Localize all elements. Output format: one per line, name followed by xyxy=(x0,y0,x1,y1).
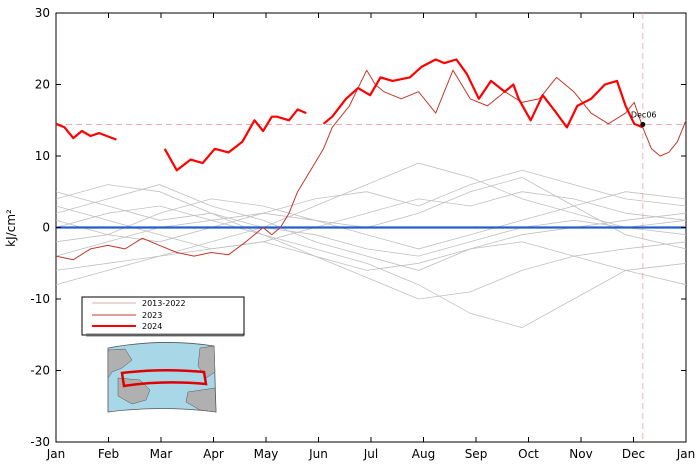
markers-group: Dec06 xyxy=(631,111,657,128)
series-line-2024 xyxy=(55,58,644,172)
y-axis-label: kJ/cm² xyxy=(4,209,18,247)
background-year-line xyxy=(55,184,687,286)
axes-group: -30 -20 -10 0 10 20 30 Jan Feb Mar Apr May Jun Jul Aug… xyxy=(30,6,695,461)
y-tick-label: 20 xyxy=(35,78,50,92)
legend-label-2013-2022: 2013-2022 xyxy=(142,299,186,308)
marker-label: Dec06 xyxy=(631,111,657,120)
north-atlantic-map-icon xyxy=(107,342,217,413)
background-year-line xyxy=(55,169,687,243)
legend: 2013-2022 2023 2024 xyxy=(81,296,245,337)
x-tick-label: Sep xyxy=(465,447,488,461)
x-tick-label: Oct xyxy=(518,447,539,461)
x-tick-label: Feb xyxy=(98,447,119,461)
background-year-line xyxy=(55,205,687,329)
x-tick-label: Mar xyxy=(150,447,173,461)
x-tick-label: Apr xyxy=(203,447,224,461)
y-tick-label: -10 xyxy=(30,292,50,306)
x-tick-label: Dec xyxy=(622,447,645,461)
background-year-line xyxy=(55,162,687,286)
legend-label-2024: 2024 xyxy=(142,322,162,331)
reference-lines-group xyxy=(56,13,686,442)
x-tick-label: Jan xyxy=(46,447,66,461)
series-group xyxy=(55,58,687,261)
x-tick-label: Jul xyxy=(363,447,378,461)
y-tick-label: 10 xyxy=(35,149,50,163)
x-tick-label: Jan xyxy=(676,447,696,461)
x-tick-label: Aug xyxy=(412,447,435,461)
x-tick-label: Nov xyxy=(569,447,592,461)
background-year-line xyxy=(55,191,687,257)
x-tick-label: Jun xyxy=(308,447,328,461)
x-tick-label: May xyxy=(254,447,279,461)
marker-point xyxy=(640,122,646,128)
y-tick-label: -20 xyxy=(30,364,50,378)
y-tick-label: -30 xyxy=(30,435,50,449)
y-tick-label: 0 xyxy=(42,221,50,235)
legend-label-2023: 2023 xyxy=(142,311,162,320)
series-line-2023 xyxy=(55,69,687,261)
y-tick-label: 30 xyxy=(35,6,50,20)
